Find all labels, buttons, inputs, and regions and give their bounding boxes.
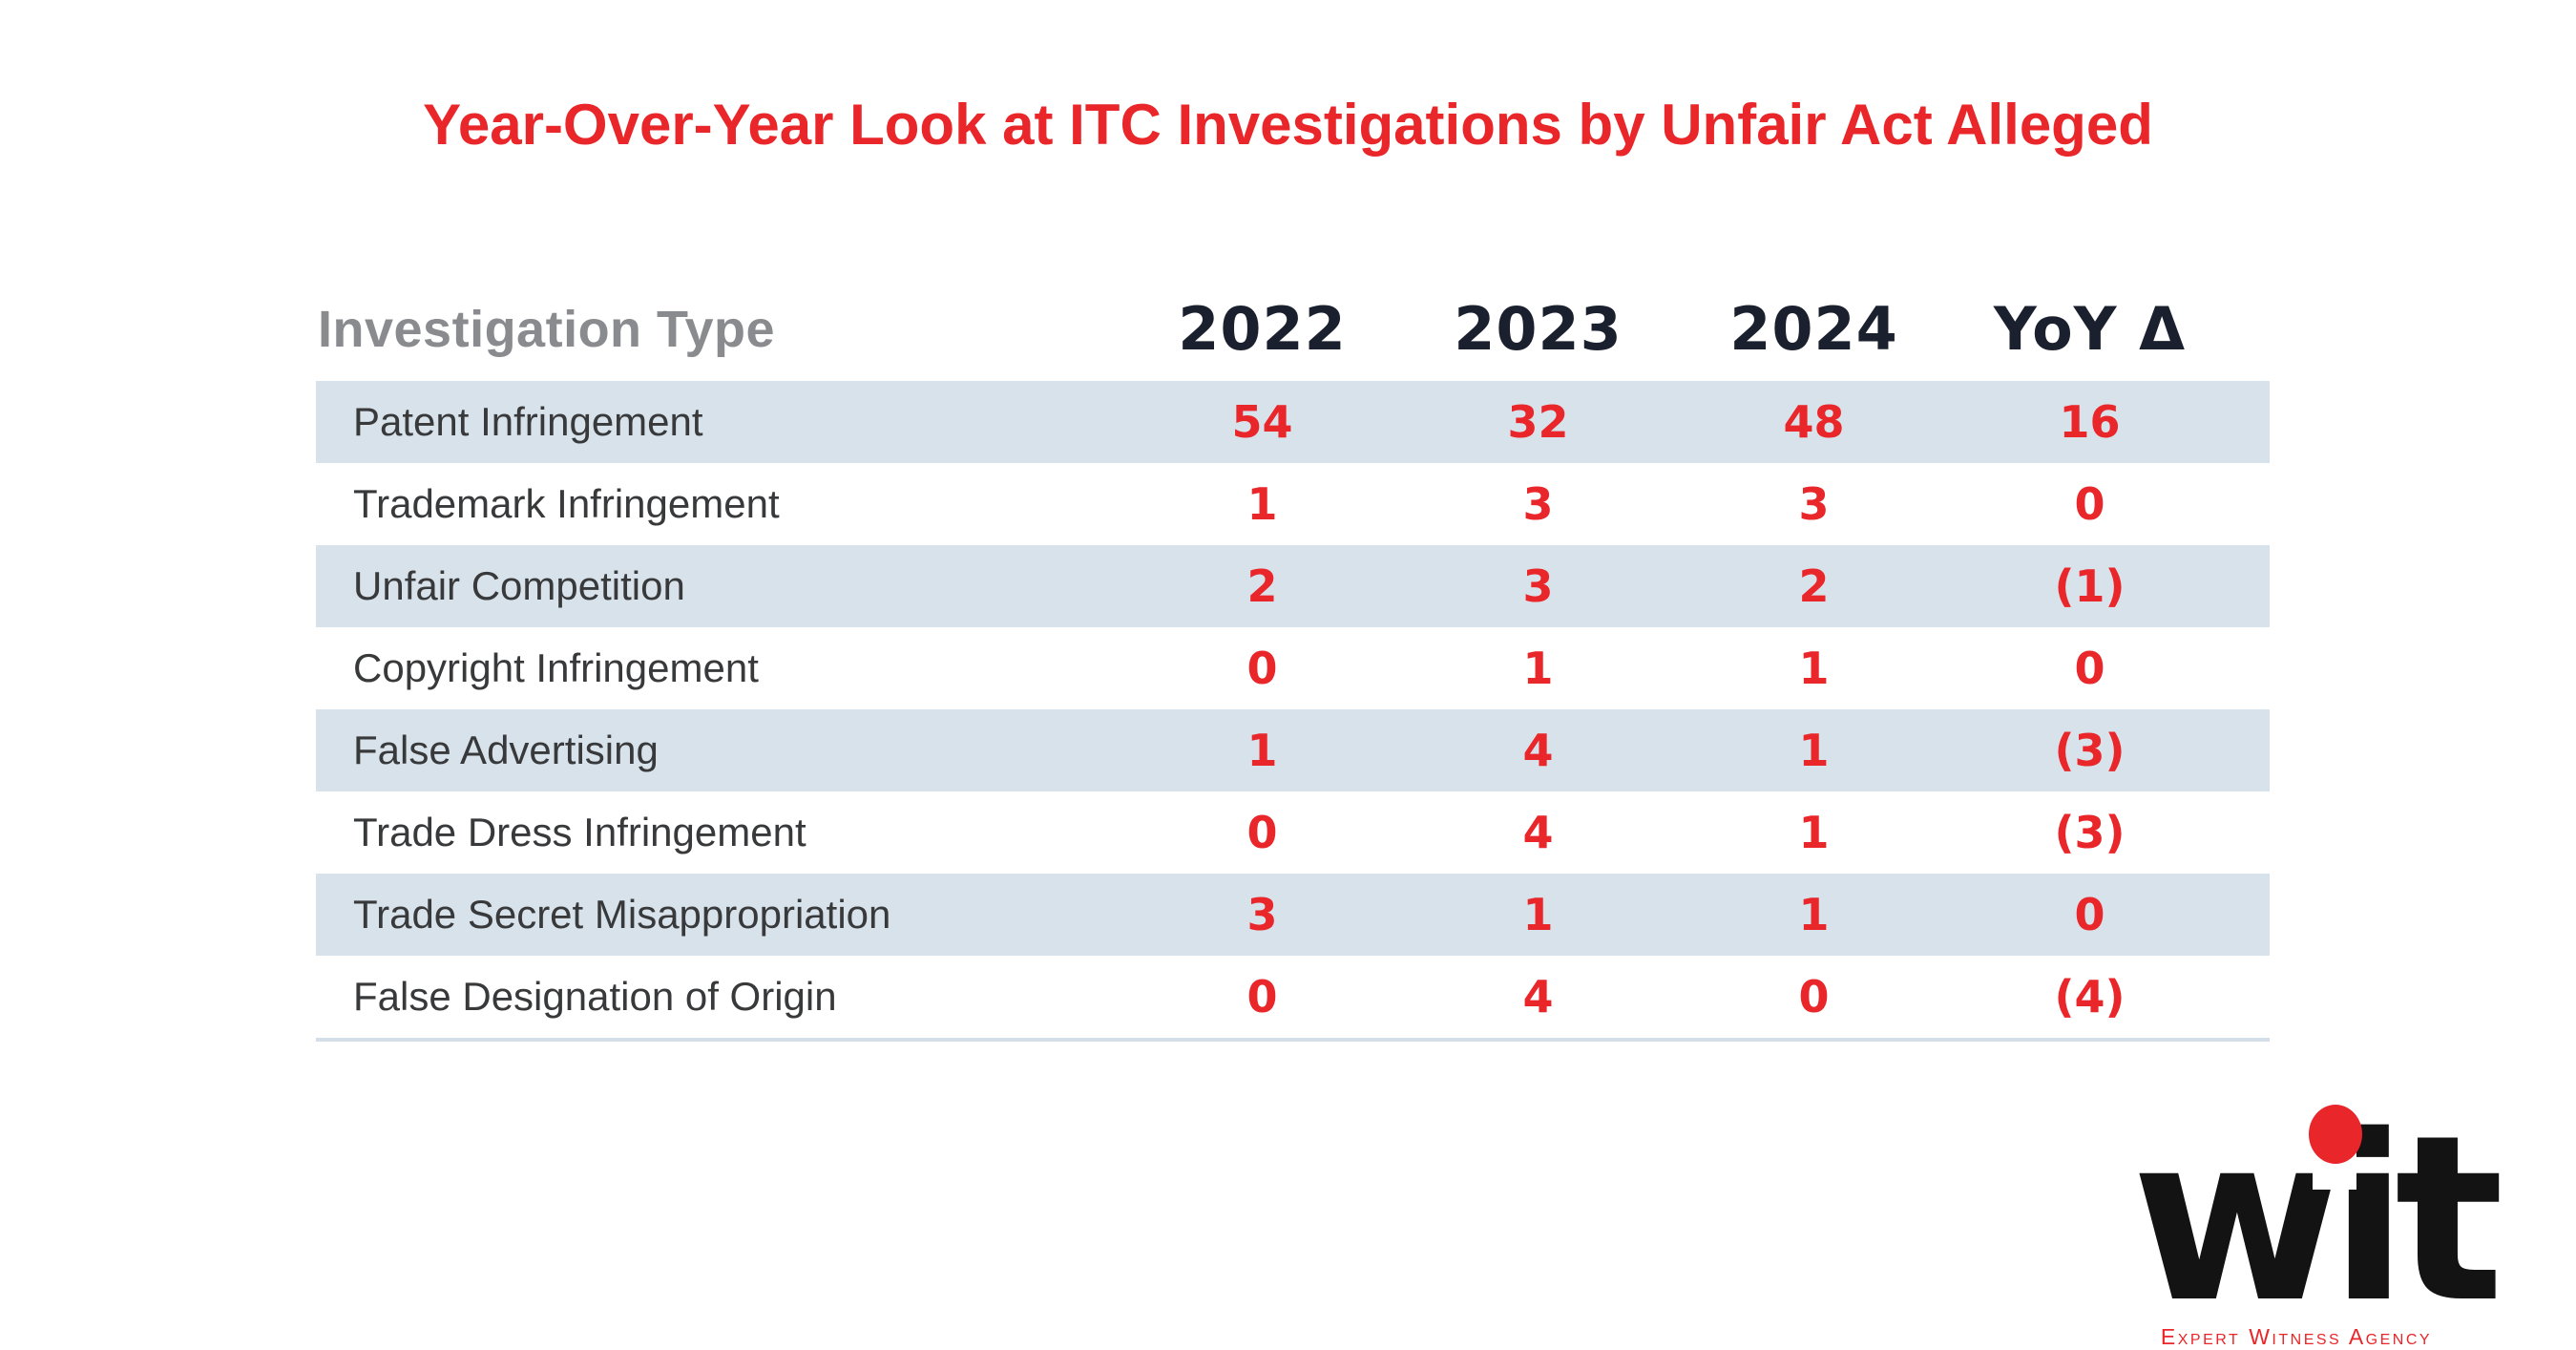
- row-label: Trade Secret Misappropriation: [353, 892, 891, 937]
- cell-2022: 2: [1246, 560, 1278, 612]
- table-row: False Designation of Origin 0 4 0 (4): [316, 956, 2270, 1038]
- row-label: False Designation of Origin: [353, 974, 837, 1019]
- cell-2023: 1: [1522, 643, 1554, 694]
- cell-2023: 32: [1507, 396, 1569, 448]
- cell-yoy-delta: (3): [2054, 725, 2126, 776]
- column-header-2024: 2024: [1729, 294, 1898, 364]
- row-label: Trademark Infringement: [353, 481, 780, 526]
- table-row: False Advertising 1 4 1 (3): [316, 709, 2270, 791]
- table-row: Unfair Competition 2 3 2 (1): [316, 545, 2270, 627]
- table-row: Copyright Infringement 0 1 1 0: [316, 627, 2270, 709]
- row-label: Patent Infringement: [353, 399, 703, 444]
- cell-2022: 54: [1231, 396, 1293, 448]
- wit-logo: wit Expert Witness Agency: [2131, 1105, 2504, 1350]
- cell-yoy-delta: 0: [2074, 889, 2105, 940]
- table-header-row: Investigation Type 2022 2023 2024 YoY Δ: [316, 277, 2270, 381]
- page-title: Year-Over-Year Look at ITC Investigation…: [423, 93, 2153, 157]
- table-row: Trade Secret Misappropriation 3 1 1 0: [316, 874, 2270, 956]
- row-label: Unfair Competition: [353, 563, 685, 608]
- column-header-2022: 2022: [1178, 294, 1347, 364]
- cell-2022: 0: [1246, 971, 1278, 1023]
- cell-2022: 1: [1246, 725, 1278, 776]
- cell-2024: 1: [1798, 643, 1830, 694]
- table-body: Patent Infringement 54 32 48 16 Trademar…: [316, 381, 2270, 1042]
- row-label: Copyright Infringement: [353, 645, 759, 690]
- column-header-investigation-type: Investigation Type: [318, 300, 776, 358]
- cell-2024: 48: [1783, 396, 1845, 448]
- cell-2024: 1: [1798, 725, 1830, 776]
- cell-2024: 0: [1798, 971, 1830, 1023]
- cell-2022: 0: [1246, 643, 1278, 694]
- row-label: False Advertising: [353, 728, 659, 772]
- table-row: Trade Dress Infringement 0 4 1 (3): [316, 791, 2270, 874]
- cell-2024: 1: [1798, 889, 1830, 940]
- table-row: Trademark Infringement 1 3 3 0: [316, 463, 2270, 545]
- cell-2022: 1: [1246, 478, 1278, 530]
- cell-2023: 4: [1522, 725, 1554, 776]
- cell-2024: 3: [1798, 478, 1830, 530]
- cell-2024: 1: [1798, 807, 1830, 858]
- column-header-yoy-delta: YoY Δ: [1993, 294, 2187, 364]
- logo-red-dot-icon: [2309, 1105, 2362, 1164]
- cell-yoy-delta: (1): [2054, 560, 2126, 612]
- cell-2023: 3: [1522, 478, 1554, 530]
- cell-2022: 0: [1246, 807, 1278, 858]
- cell-2024: 2: [1798, 560, 1830, 612]
- row-label: Trade Dress Infringement: [353, 810, 806, 854]
- cell-yoy-delta: (3): [2054, 807, 2126, 858]
- table-row: Patent Infringement 54 32 48 16: [316, 381, 2270, 463]
- cell-2022: 3: [1246, 889, 1278, 940]
- itc-investigations-table: Investigation Type 2022 2023 2024 YoY Δ …: [316, 277, 2270, 1042]
- cell-yoy-delta: 16: [2059, 396, 2121, 448]
- cell-yoy-delta: 0: [2074, 478, 2105, 530]
- column-header-2023: 2023: [1454, 294, 1623, 364]
- logo-tagline: Expert Witness Agency: [2160, 1324, 2433, 1349]
- cell-2023: 4: [1522, 971, 1554, 1023]
- cell-yoy-delta: (4): [2054, 971, 2126, 1023]
- cell-yoy-delta: 0: [2074, 643, 2105, 694]
- cell-2023: 3: [1522, 560, 1554, 612]
- cell-2023: 1: [1522, 889, 1554, 940]
- cell-2023: 4: [1522, 807, 1554, 858]
